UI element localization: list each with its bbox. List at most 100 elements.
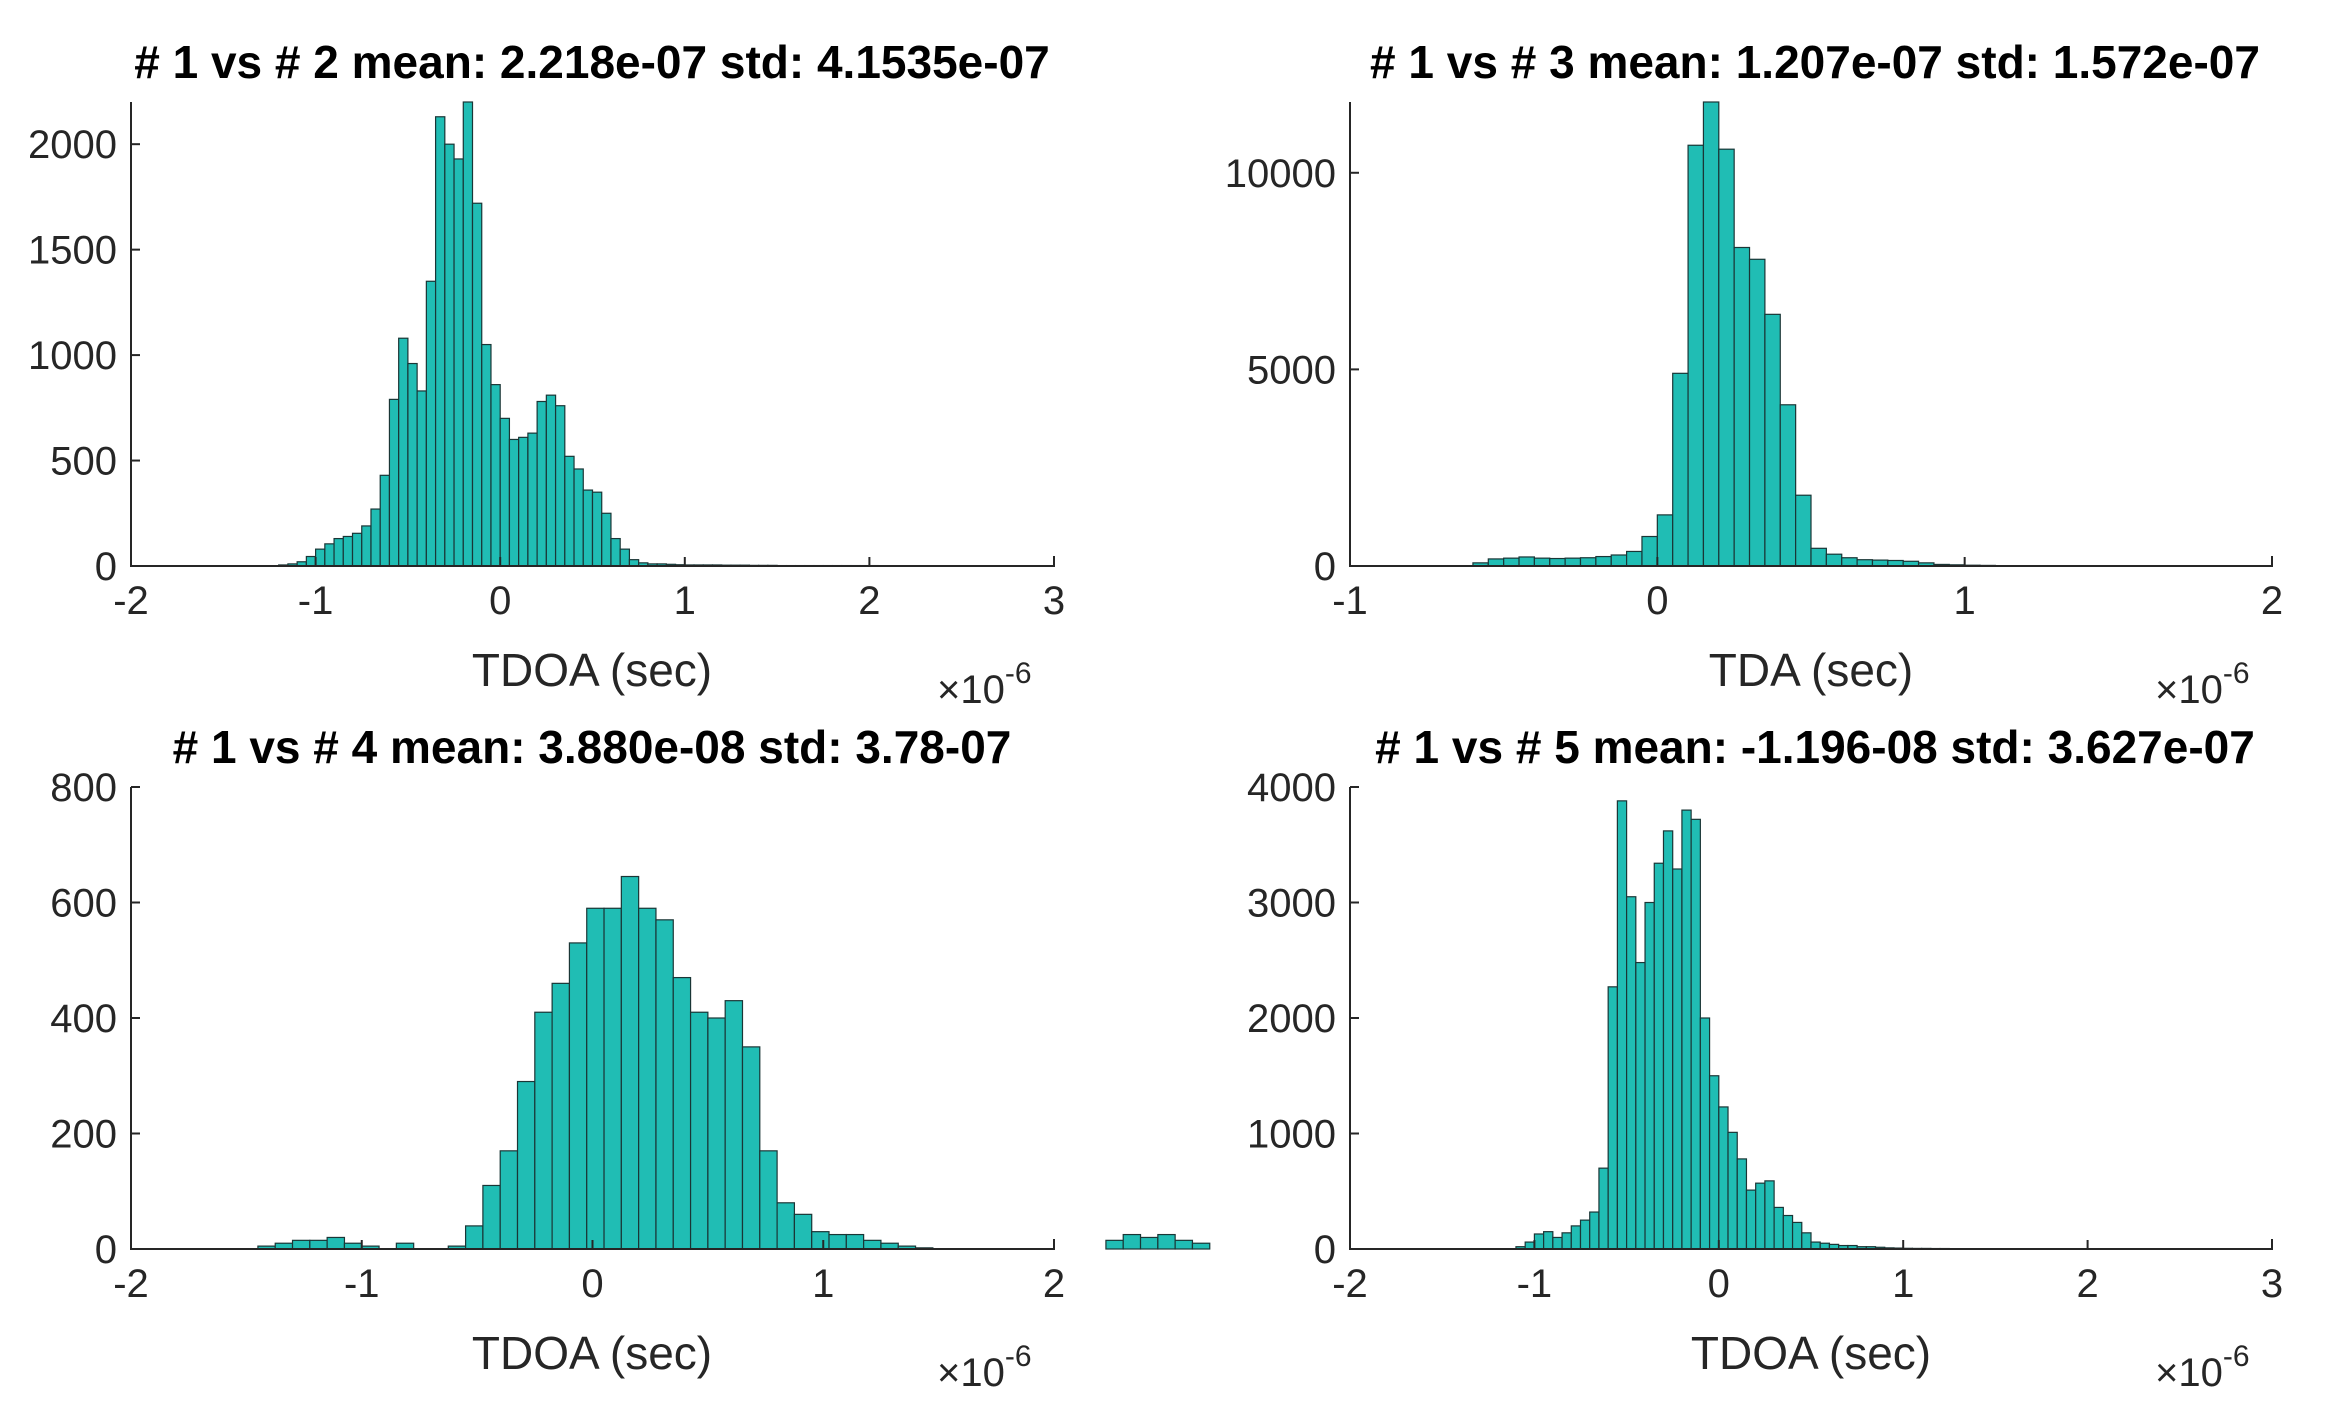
histogram-bar	[655, 919, 674, 1250]
histogram-bar	[1610, 554, 1628, 567]
histogram-bar	[1791, 1221, 1803, 1250]
x-tick-label: 1	[1892, 1262, 1914, 1306]
y-tick-label: 0	[95, 1228, 117, 1272]
histogram-bar	[1779, 404, 1797, 567]
bars-group	[278, 101, 880, 567]
histogram-bar	[1625, 896, 1637, 1250]
histogram-bar	[828, 1233, 847, 1250]
histogram-bar	[619, 548, 631, 567]
histogram-bar	[407, 362, 418, 567]
x-axis-label: TDOA (sec)	[472, 1327, 712, 1379]
histogram-bar	[1672, 372, 1689, 567]
histogram-bar	[398, 337, 409, 567]
histogram-bar	[305, 555, 317, 567]
histogram-bar	[1607, 986, 1618, 1250]
x-tick-label: 2	[1043, 1262, 1065, 1306]
histogram-bar	[361, 525, 372, 567]
x-ticks: -1 0 1 2	[1332, 557, 2283, 623]
histogram-bar	[1718, 148, 1735, 567]
x-tick-label: 3	[1043, 579, 1065, 623]
histogram-bar	[724, 1000, 744, 1250]
y-tick-label: 2000	[28, 123, 117, 167]
histogram-bar	[620, 875, 640, 1250]
histogram-bar	[672, 976, 692, 1250]
histogram-bar	[545, 394, 557, 567]
histogram-bar	[811, 1231, 830, 1250]
x-exponent-power: -6	[1005, 1340, 1032, 1373]
y-tick-label: 1000	[28, 334, 117, 378]
x-tick-label: 2	[2076, 1262, 2098, 1306]
x-tick-label: 1	[812, 1262, 834, 1306]
histogram-bar	[1191, 1242, 1211, 1250]
panel-title: # 1 vs # 3 mean: 1.207e-07 std: 1.572e-0…	[1370, 36, 2260, 88]
histogram-bar	[1699, 1017, 1711, 1250]
x-exponent-prefix: ×10	[937, 668, 1005, 712]
x-axis-label: TDOA (sec)	[1691, 1327, 1931, 1379]
histogram-bar	[1687, 144, 1705, 567]
histogram-bar	[1662, 830, 1674, 1250]
histogram-bar	[1653, 862, 1665, 1250]
x-tick-label: 0	[1646, 579, 1668, 623]
histogram-bar	[1589, 1211, 1600, 1250]
histogram-bar	[516, 1080, 536, 1250]
histogram-bar	[315, 548, 326, 567]
x-tick-label: 3	[2261, 1262, 2283, 1306]
histogram-bar	[1708, 1075, 1720, 1250]
histogram-bar	[309, 1239, 328, 1250]
histogram-bar	[551, 982, 571, 1250]
histogram-bar	[1616, 800, 1628, 1250]
x-tick-label: 1	[1954, 579, 1976, 623]
histogram-bar	[707, 1017, 726, 1250]
x-tick-label: 2	[2261, 579, 2283, 623]
histogram-bar	[1595, 555, 1612, 567]
histogram-bar	[1782, 1214, 1794, 1250]
y-tick-label: 0	[1314, 1228, 1336, 1272]
y-tick-label: 5000	[1247, 348, 1336, 392]
x-axis-label: TDOA (sec)	[472, 644, 712, 696]
histogram-bar	[536, 400, 547, 567]
histogram-bar	[1764, 313, 1781, 567]
histogram-bar	[610, 537, 621, 567]
histogram-bar	[1656, 514, 1674, 567]
histogram-bar	[1564, 557, 1582, 567]
histogram-bar	[499, 417, 511, 567]
bars-group	[1515, 800, 2089, 1250]
bars-group	[1472, 101, 2227, 567]
histogram-bar	[499, 1150, 519, 1250]
x-ticks: -2 -1 0 1 2	[113, 1240, 1065, 1306]
histogram-bar	[1570, 1225, 1582, 1250]
x-tick-label: -1	[1517, 1262, 1553, 1306]
y-tick-label: 0	[1314, 545, 1336, 589]
y-tick-label: 200	[50, 1113, 117, 1157]
histogram-bar	[1105, 1239, 1124, 1250]
histogram-bar	[1503, 557, 1520, 567]
histogram-bar	[1579, 1219, 1591, 1250]
histogram-bar	[1579, 557, 1597, 567]
histogram-bar	[1825, 553, 1843, 567]
histogram-bar	[568, 942, 588, 1250]
y-ticks: 0 200 400 600 800	[50, 766, 140, 1272]
x-tick-label: -1	[298, 579, 334, 623]
histogram-bar	[573, 468, 584, 567]
histogram-bar	[481, 343, 492, 567]
histogram-bar	[1795, 494, 1812, 567]
histogram-bar	[471, 202, 483, 567]
histogram-bar	[1533, 557, 1551, 567]
histogram-bar	[379, 474, 391, 567]
x-tick-label: 0	[1708, 1262, 1730, 1306]
histogram-bar	[490, 384, 501, 567]
y-tick-label: 800	[50, 766, 117, 810]
histogram-bar	[1736, 1158, 1748, 1250]
histogram-bar	[291, 1239, 311, 1250]
histogram-bar	[638, 907, 657, 1250]
x-ticks: -2 -1 0 1 2 3	[113, 557, 1065, 623]
x-ticks: -2 -1 0 1 2 3	[1332, 1240, 2283, 1306]
histogram-bar	[1598, 1167, 1609, 1250]
histogram-bar	[333, 537, 344, 567]
histogram-bar	[1139, 1236, 1159, 1250]
histogram-bar	[1174, 1239, 1194, 1250]
bars-group	[257, 875, 1211, 1250]
y-tick-label: 600	[50, 882, 117, 926]
histogram-bar	[1625, 550, 1643, 567]
histogram-bar	[416, 390, 427, 567]
